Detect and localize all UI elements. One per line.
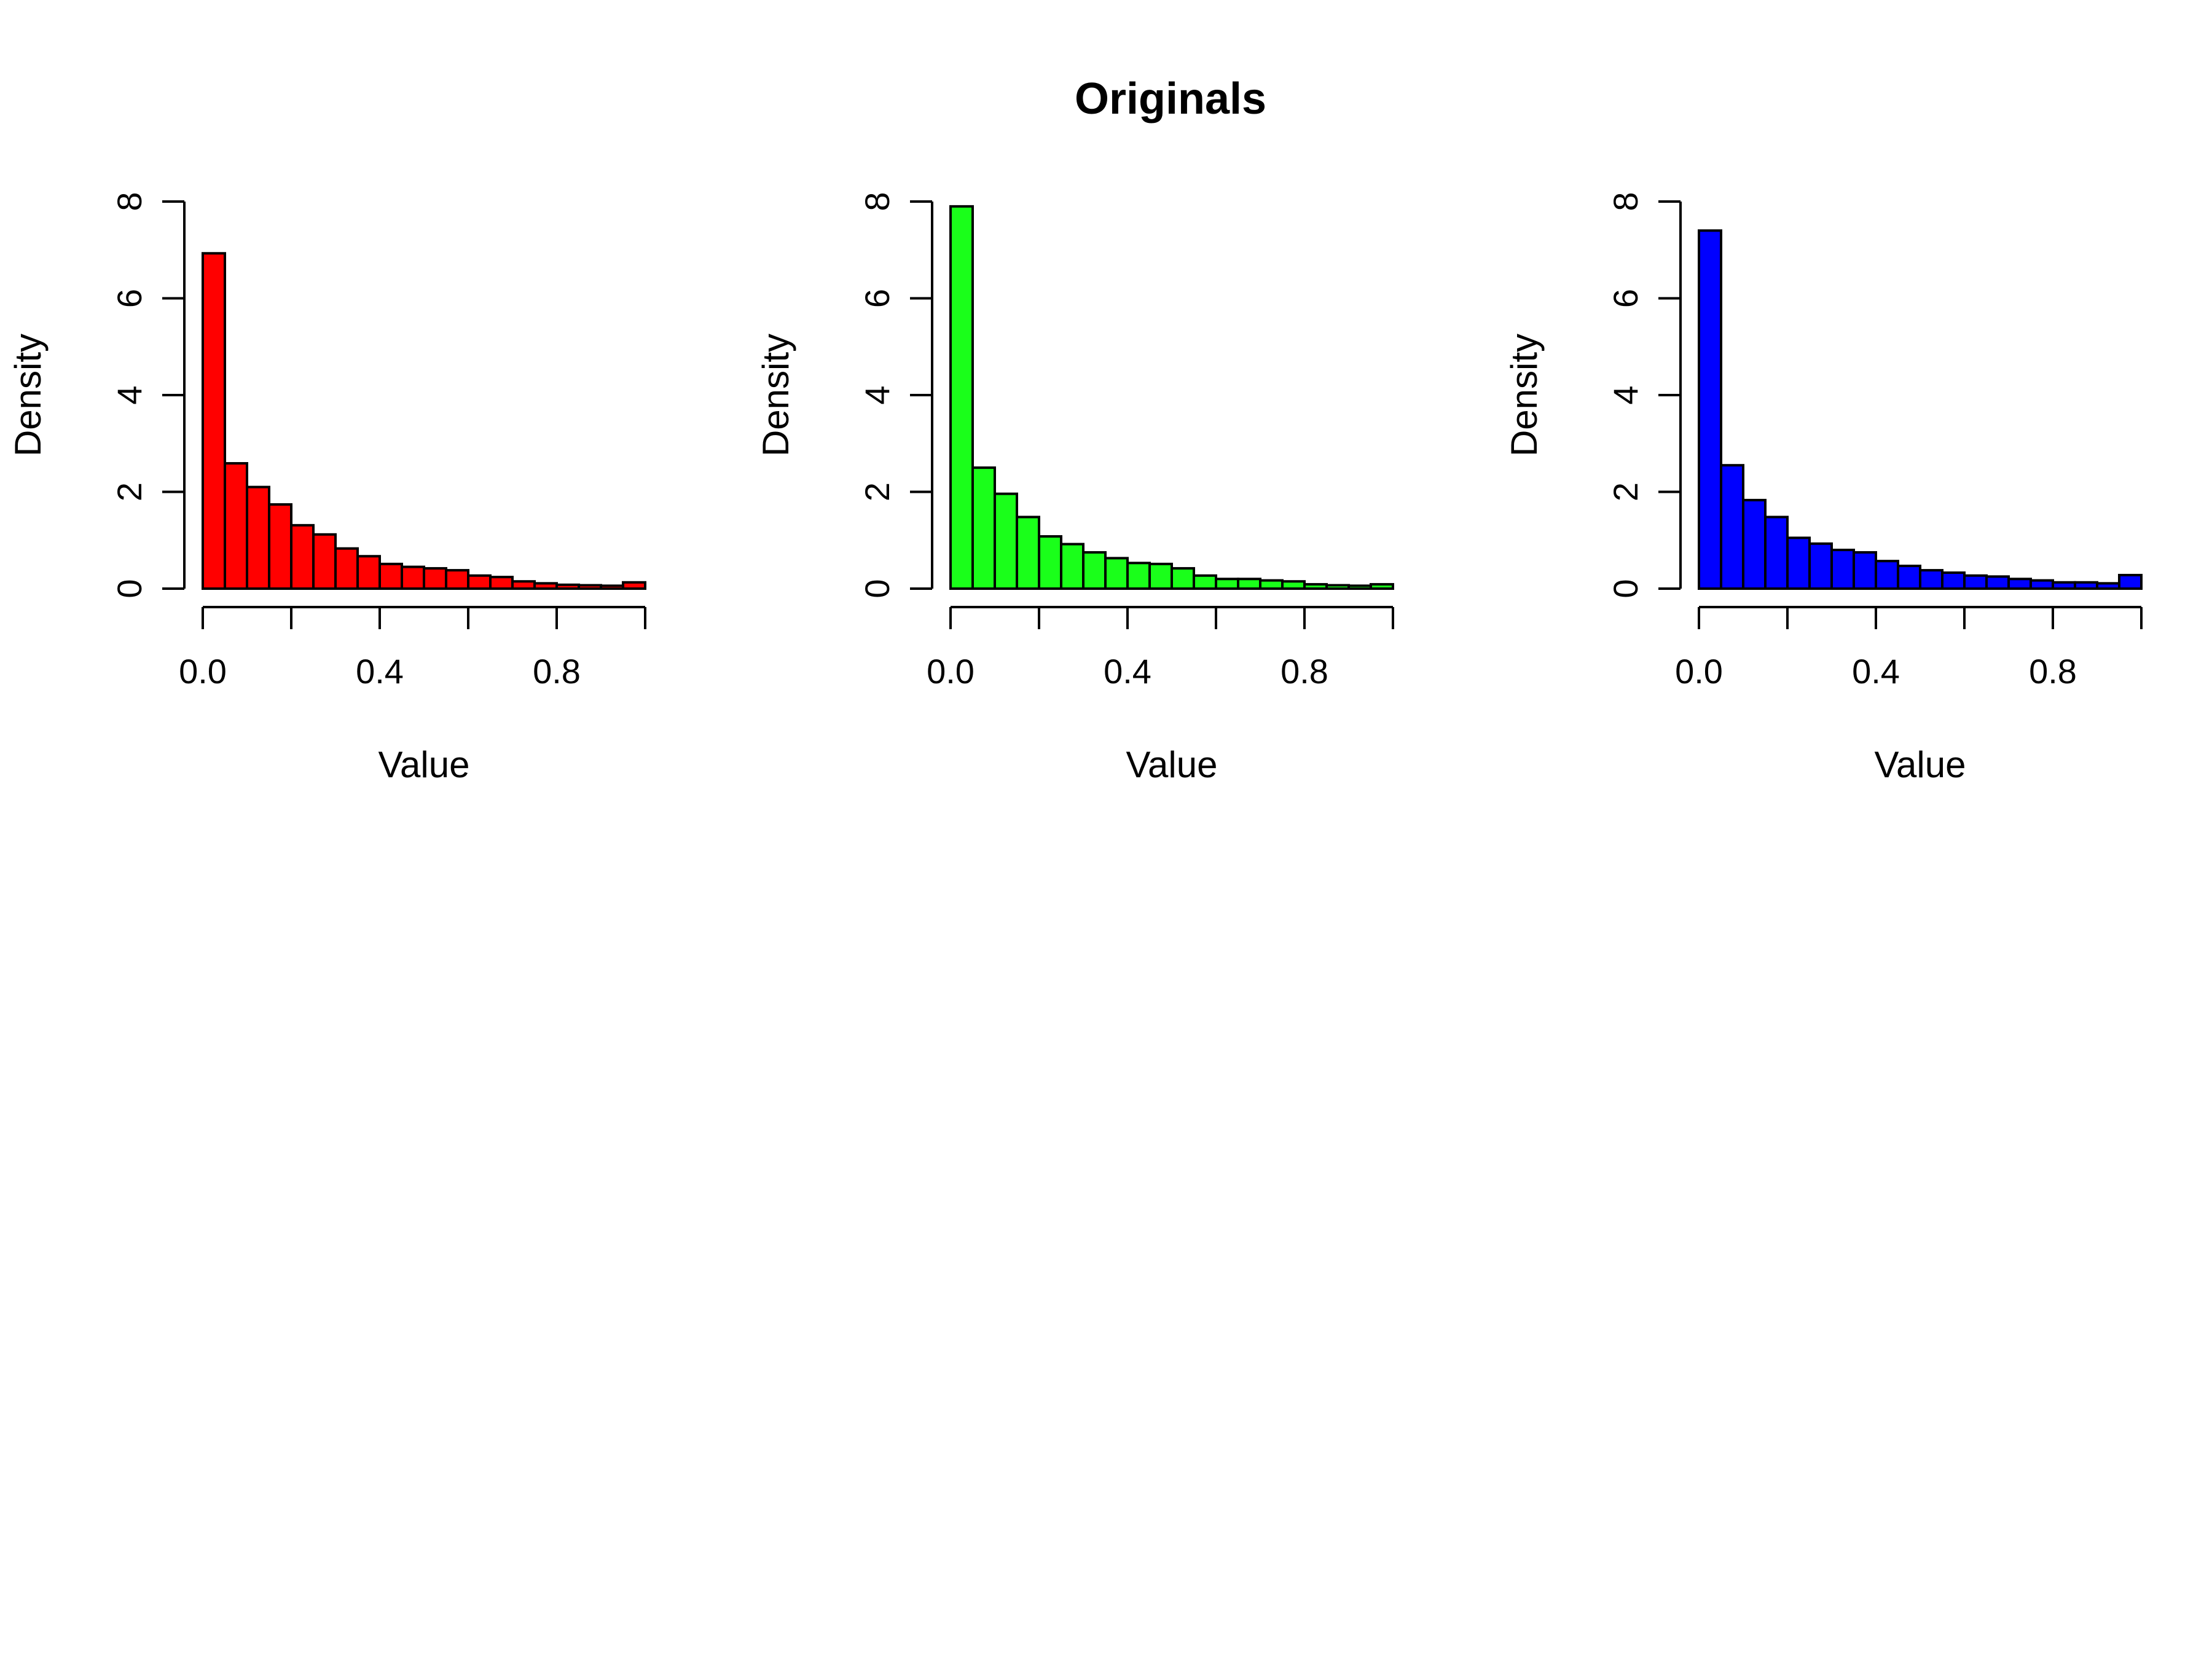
red-bar-11 <box>445 569 469 590</box>
red-x-tick-label-2: 0.8 <box>533 652 581 691</box>
green-bar-19 <box>1370 582 1394 590</box>
green-bar-1 <box>971 466 996 590</box>
green-bar-18 <box>1347 584 1372 590</box>
red-bar-5 <box>312 533 337 590</box>
green-bar-14 <box>1259 579 1284 590</box>
green-y-tick-label-3: 6 <box>858 289 896 308</box>
red-bar-8 <box>378 562 403 590</box>
blue-y-tick-label-0: 0 <box>1606 579 1645 598</box>
green-bar-17 <box>1325 584 1350 590</box>
blue-bar-4 <box>1786 536 1811 590</box>
red-y-axis-label: Density <box>7 334 49 457</box>
blue-bar-0 <box>1698 229 1722 590</box>
green-x-tick-label-2: 0.8 <box>1281 652 1328 691</box>
green-bar-9 <box>1148 562 1173 590</box>
green-x-tick-label-0: 0.0 <box>927 652 975 691</box>
green-y-tick-label-1: 2 <box>858 482 896 501</box>
red-y-tick-label-4: 8 <box>110 192 149 211</box>
blue-bar-8 <box>1875 560 1899 590</box>
green-x-axis-label: Value <box>1126 744 1217 785</box>
blue-bar-12 <box>1963 574 1988 590</box>
green-bar-6 <box>1082 551 1107 590</box>
red-bar-3 <box>268 503 292 590</box>
blue-bar-1 <box>1720 464 1744 590</box>
blue-bar-3 <box>1764 516 1789 590</box>
blue-y-tick-label-1: 2 <box>1606 482 1645 501</box>
figure-title: Originals <box>1075 74 1266 124</box>
blue-bar-11 <box>1941 571 1966 590</box>
red-x-tick-label-1: 0.4 <box>356 652 404 691</box>
green-y-axis-label: Density <box>755 334 796 457</box>
blue-y-tick-label-4: 8 <box>1606 192 1645 211</box>
green-bar-0 <box>949 205 974 590</box>
blue-bar-5 <box>1808 542 1833 590</box>
red-bar-1 <box>224 462 248 590</box>
blue-x-tick-label-1: 0.4 <box>1852 652 1900 691</box>
red-x-axis-label: Value <box>378 744 469 785</box>
blue-y-tick-label-3: 6 <box>1606 289 1645 308</box>
blue-y-tick-label-2: 4 <box>1606 385 1645 404</box>
red-x-tick-label-0: 0.0 <box>179 652 227 691</box>
blue-bar-2 <box>1742 498 1767 590</box>
red-y-tick-label-2: 4 <box>110 385 149 404</box>
green-bar-15 <box>1281 580 1306 590</box>
red-y-tick-label-0: 0 <box>110 579 149 598</box>
red-bar-19 <box>622 581 646 590</box>
blue-bar-13 <box>1985 575 2010 590</box>
red-y-tick-label-1: 2 <box>110 482 149 501</box>
green-bar-5 <box>1060 543 1084 590</box>
green-bar-3 <box>1016 516 1040 590</box>
red-bar-18 <box>600 584 624 590</box>
red-bar-10 <box>423 567 447 590</box>
green-bar-2 <box>994 492 1018 590</box>
blue-x-tick-label-2: 0.8 <box>2029 652 2077 691</box>
red-bar-2 <box>246 485 270 590</box>
green-y-tick-label-0: 0 <box>858 579 896 598</box>
green-bar-13 <box>1237 578 1261 590</box>
blue-x-axis-label: Value <box>1874 744 1966 785</box>
histogram-panel-red: 0.0 0.4 0.8 0 2 4 6 8 Value Density <box>7 192 646 785</box>
red-bar-16 <box>555 583 580 590</box>
red-bar-13 <box>489 576 514 590</box>
blue-bar-16 <box>2052 581 2076 590</box>
red-bar-7 <box>356 555 381 590</box>
red-bar-12 <box>467 574 492 590</box>
green-bar-16 <box>1303 582 1328 590</box>
green-bar-8 <box>1126 562 1151 590</box>
blue-bar-18 <box>2096 582 2120 590</box>
green-y-tick-label-2: 4 <box>858 385 896 404</box>
blue-bar-19 <box>2118 573 2143 590</box>
blue-x-tick-label-0: 0.0 <box>1675 652 1723 691</box>
green-bar-12 <box>1215 578 1239 590</box>
red-bar-9 <box>401 565 425 590</box>
red-y-tick-label-3: 6 <box>110 289 149 308</box>
blue-bar-14 <box>2007 578 2032 590</box>
blue-bar-10 <box>1919 569 1943 590</box>
histogram-panel-blue: 0.0 0.4 0.8 0 2 4 6 8 Value Density <box>1504 192 2143 785</box>
green-bar-4 <box>1038 535 1062 590</box>
red-bar-6 <box>334 547 359 590</box>
blue-bar-15 <box>2030 579 2054 590</box>
green-bar-10 <box>1171 567 1195 590</box>
red-bar-15 <box>533 582 558 590</box>
red-bar-0 <box>202 252 226 590</box>
blue-bar-9 <box>1897 564 1921 590</box>
green-x-tick-label-1: 0.4 <box>1104 652 1151 691</box>
blue-bar-17 <box>2074 581 2098 590</box>
blue-bar-7 <box>1853 551 1877 590</box>
green-y-tick-label-4: 8 <box>858 192 896 211</box>
red-bar-14 <box>511 580 536 590</box>
red-bar-17 <box>578 584 602 590</box>
blue-y-axis-label: Density <box>1504 334 1545 457</box>
green-bar-11 <box>1193 574 1217 590</box>
blue-bar-6 <box>1830 549 1855 590</box>
histogram-panel-green: 0.0 0.4 0.8 0 2 4 6 8 Value Density <box>755 192 1394 785</box>
red-bar-4 <box>290 524 315 590</box>
green-bar-7 <box>1104 557 1129 590</box>
